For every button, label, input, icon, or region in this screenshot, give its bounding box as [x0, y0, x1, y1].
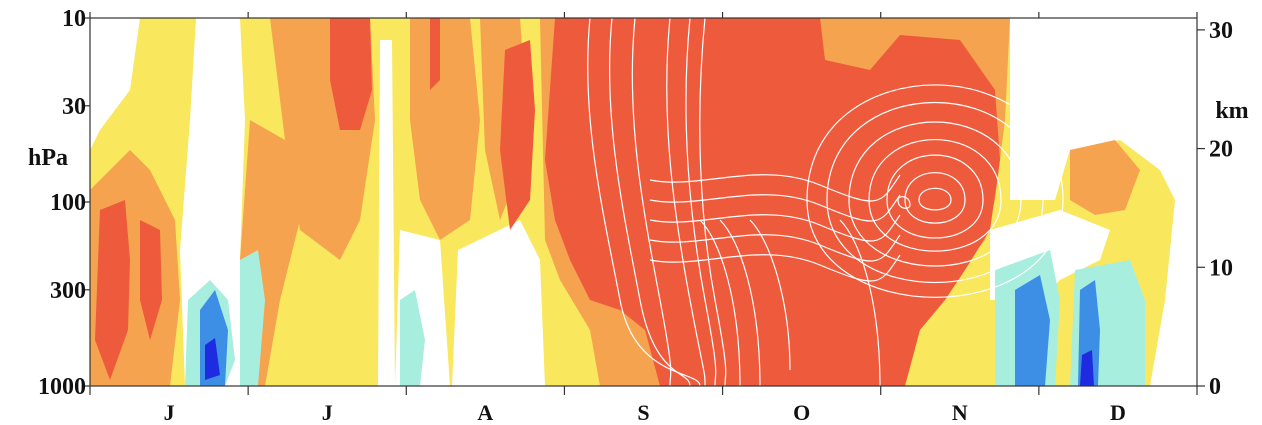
x-tick-label: N	[952, 400, 968, 425]
y-left-tick-label: 10	[62, 6, 86, 32]
contour-line	[806, 84, 1064, 298]
colored-region	[1070, 140, 1140, 215]
contour-line	[918, 187, 952, 211]
y-right-tick-label: 0	[1209, 374, 1221, 400]
y-left-tick-label: 1000	[38, 374, 86, 400]
contour-lines	[587, 18, 1064, 386]
contour-line	[685, 18, 717, 386]
contour-line	[649, 194, 901, 222]
colored-regions	[90, 18, 1197, 386]
y-right-axis-label: km	[1215, 98, 1248, 124]
contour-line	[839, 219, 881, 386]
x-tick-label: O	[793, 400, 810, 425]
contour-line	[719, 219, 761, 386]
contour-line	[904, 172, 966, 224]
x-tick-label: A	[477, 400, 493, 425]
colored-region	[330, 18, 372, 130]
y-left-tick-label: 300	[50, 278, 86, 304]
colored-region	[95, 200, 130, 380]
y-left-tick-label: 30	[62, 94, 86, 120]
contour-line	[749, 219, 791, 371]
x-tick-label: J	[164, 400, 175, 425]
contour-line	[868, 138, 1002, 252]
y-right-tick-label: 30	[1209, 18, 1233, 44]
contour-line	[699, 18, 727, 386]
contour-line	[649, 214, 901, 242]
contour-line	[649, 234, 901, 262]
x-tick-label: S	[637, 400, 649, 425]
colored-region	[430, 18, 440, 90]
colored-region	[452, 220, 545, 386]
contour-line	[826, 101, 1044, 283]
y-right-tick-label: 20	[1209, 137, 1233, 163]
contour-line	[848, 121, 1022, 267]
x-tick-label: J	[322, 400, 333, 425]
axes: J J A S O N D 10 30 100 300 1000 hPa 0 10 20 30 km	[28, 6, 1249, 425]
contour-line	[897, 196, 911, 209]
colored-region	[240, 250, 265, 386]
contour-line	[649, 174, 901, 202]
contour-line	[631, 18, 672, 386]
y-right-tick-label: 10	[1209, 255, 1233, 281]
y-left-axis-label: hPa	[28, 145, 68, 171]
colored-region	[400, 290, 425, 386]
colored-region	[500, 40, 535, 230]
y-left-tick-label: 100	[50, 190, 86, 216]
x-tick-label: D	[1110, 400, 1126, 425]
plot-area	[90, 18, 1197, 386]
colored-region	[378, 40, 395, 386]
colored-region	[140, 220, 162, 340]
contour-line	[649, 254, 901, 282]
contour-line	[608, 18, 691, 386]
contour-line	[699, 219, 741, 386]
contour-line	[666, 18, 706, 386]
contour-line	[886, 154, 984, 239]
colored-region	[90, 18, 140, 150]
colored-region	[1010, 18, 1197, 386]
colored-region	[1015, 275, 1050, 386]
contour-line	[587, 18, 701, 386]
colored-region	[205, 338, 220, 380]
colored-region	[410, 18, 480, 240]
colored-region	[1080, 350, 1094, 386]
